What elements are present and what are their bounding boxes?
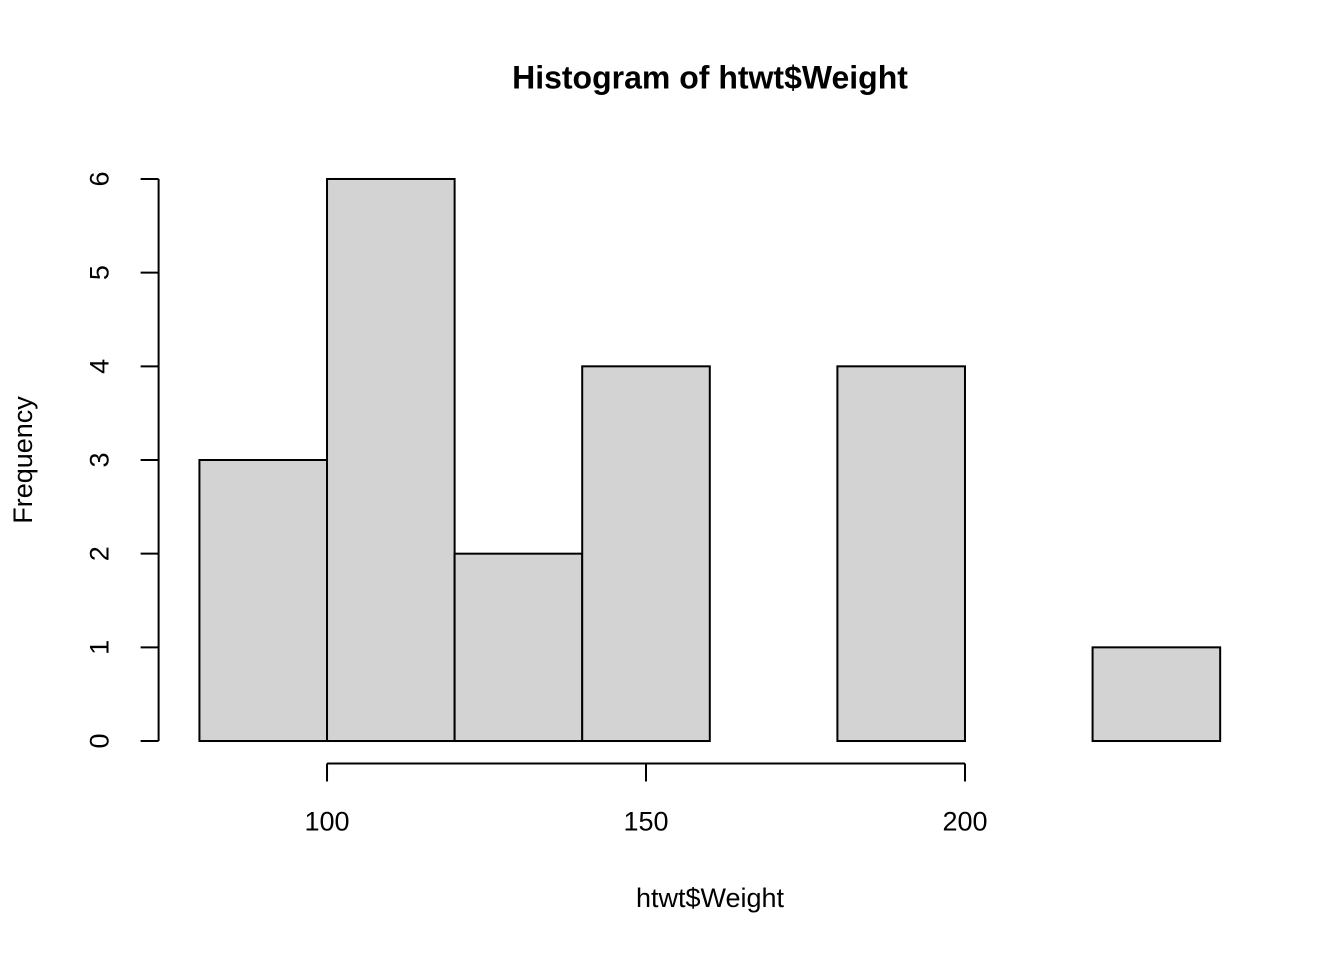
x-tick-label: 150 [623,807,668,837]
bar [581,365,711,743]
bar [453,552,584,743]
x-tick-label: 100 [304,807,349,837]
y-tick-label: 5 [85,265,115,280]
y-tick-label: 6 [85,171,115,186]
bar [198,459,329,743]
y-tick-label: 2 [85,546,115,561]
bar [326,177,456,743]
x-axis-label: htwt$Weight [636,883,785,913]
y-axis-label: Frequency [8,396,38,524]
x-tick-label: 200 [942,807,987,837]
bar [836,365,966,743]
chart-title: Histogram of htwt$Weight [512,59,908,95]
y-tick-label: 3 [85,452,115,467]
y-tick-label: 4 [85,359,115,374]
y-tick-label: 0 [85,734,115,749]
y-tick-label: 1 [85,640,115,655]
bar [1091,646,1222,743]
